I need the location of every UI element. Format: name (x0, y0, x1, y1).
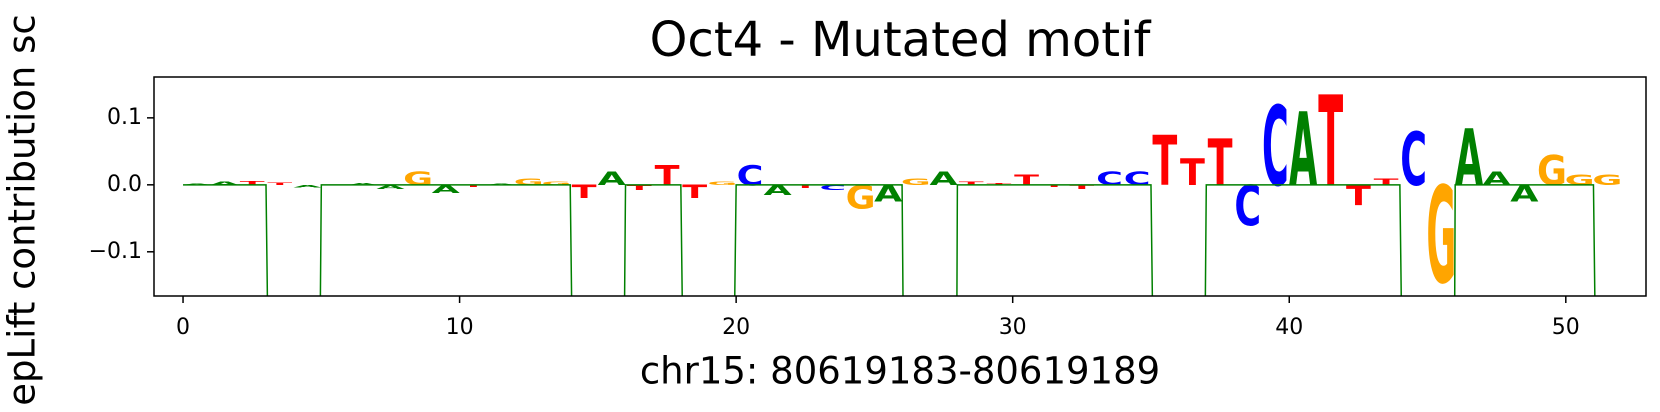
logo-letter: A (376, 184, 405, 190)
x-tick-label: 20 (722, 315, 750, 340)
logo-letter: G (541, 181, 571, 186)
logo-letter: T (1318, 70, 1343, 215)
logo-letter: C (820, 184, 847, 192)
logo-letter: A (1289, 92, 1317, 209)
logo-letter: A (293, 184, 321, 188)
logo-letter: C (1234, 176, 1261, 240)
x-tick-label: 40 (1275, 315, 1303, 340)
logo-letter: T (682, 181, 707, 203)
logo-letter: T (1180, 151, 1205, 194)
logo-letter: G (707, 181, 737, 186)
logo-letter: T (793, 184, 818, 189)
x-tick-label: 0 (176, 315, 190, 340)
logo-letter: C (737, 159, 764, 191)
x-axis-label: chr15: 80619183-80619189 (640, 350, 1160, 393)
trace-line (183, 184, 1596, 296)
logo-letter: T (627, 184, 652, 192)
x-tick-label: 30 (999, 315, 1027, 340)
logo-letter: A (929, 168, 958, 190)
logo-letter: G (403, 168, 433, 190)
logo-letter: C (1096, 168, 1123, 190)
logo-letter: A (1455, 113, 1483, 204)
logo-letter: G (1592, 172, 1622, 188)
logo-letter: A (349, 182, 377, 185)
chart-title: Oct4 - Mutated motif (650, 12, 1152, 68)
logo-letter: G (514, 177, 544, 188)
logo-letter: T (267, 182, 292, 186)
logo-letter: T (959, 181, 984, 186)
y-tick-label: −0.1 (89, 239, 142, 264)
logo-letter: A (764, 182, 793, 198)
y-axis-label: epLift contribution sc (1, 14, 44, 405)
logo-letter: C (1124, 168, 1151, 190)
logo-letter: G (1565, 172, 1595, 188)
x-tick-label: 50 (1552, 315, 1580, 340)
logo-letter: A (1483, 168, 1512, 190)
y-tick-label: 0.1 (107, 105, 142, 130)
axes-frame (153, 76, 1647, 297)
logo-letter: A (210, 181, 238, 186)
logo-letter: T (986, 182, 1011, 185)
logo-letter: T (572, 181, 597, 203)
logo-letter: T (240, 180, 265, 186)
logo-letter: T (1069, 184, 1094, 190)
logo-letter: T (1208, 127, 1233, 201)
logo-letter: T (1042, 184, 1067, 187)
logo-letter: G (1426, 159, 1456, 314)
y-tick-label: 0.0 (107, 172, 142, 197)
logo-letter: T (655, 159, 680, 191)
logo-letter: T (461, 184, 486, 187)
logo-letter: A (1510, 181, 1539, 207)
x-tick-label: 10 (446, 315, 474, 340)
logo-letter: A (432, 183, 460, 196)
logo-letter: A (874, 181, 903, 207)
logo-letter: A (598, 168, 627, 190)
logo-letter: T (1152, 121, 1177, 201)
logo-letter: T (1014, 172, 1039, 188)
logo-letter: G (1537, 148, 1567, 196)
logo-letter: T (1374, 177, 1399, 188)
logo-letter: C (1400, 116, 1427, 202)
logo-letter: G (901, 177, 931, 188)
logo-letter: C (1262, 84, 1289, 212)
